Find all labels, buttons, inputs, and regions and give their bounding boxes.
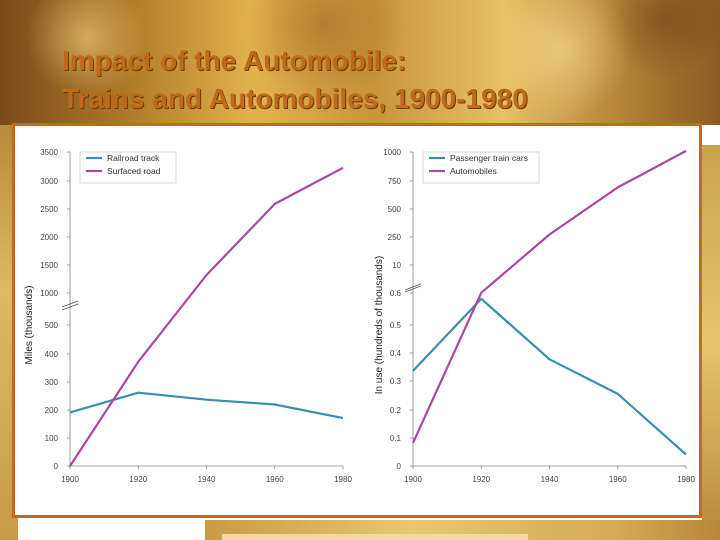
chart1-legend-label: Railroad track	[107, 153, 160, 163]
chart2-legend-label: Automobiles	[450, 166, 497, 176]
chart2-axis-break-mark	[404, 283, 422, 291]
chart1-series-auto-line	[69, 166, 344, 467]
bottom-bar	[222, 534, 528, 540]
chart1-ytick-label: 3500	[40, 148, 58, 157]
chart1-ytick-label: 2500	[40, 205, 58, 214]
chart-panel	[12, 123, 702, 518]
chart1-axis-break-mark	[61, 303, 79, 311]
chart2-xtick-label: 1960	[609, 475, 627, 484]
chart2-xtick-label: 1920	[472, 475, 490, 484]
chart1-ytick-label: 500	[45, 321, 59, 330]
chart1-ytick-label: 0	[54, 462, 59, 471]
chart2-ytick-label: 0.5	[390, 321, 402, 330]
chart1-ytick-label: 400	[45, 350, 59, 359]
chart2-series-auto-line	[411, 149, 687, 444]
chart1-legend-label: Surfaced road	[107, 166, 161, 176]
chart2-ytick-label: 0.1	[390, 434, 402, 443]
slide-title: Impact of the Automobile: Trains and Aut…	[62, 42, 528, 118]
chart2-ytick-label: 0	[397, 462, 402, 471]
chart2-ylabel: In use (hundreds of thousands)	[374, 256, 385, 394]
chart2-ytick-label: 0.4	[390, 349, 402, 358]
chart1-ytick-label: 200	[45, 406, 59, 415]
chart1-xtick-label: 1920	[129, 475, 147, 484]
chart1-ytick-label: 3000	[40, 177, 58, 186]
header-banner	[0, 0, 720, 125]
chart1-xtick-label: 1940	[198, 475, 216, 484]
chart1-xtick-label: 1900	[61, 475, 79, 484]
chart1-series-rail-line	[69, 391, 344, 420]
chart1-ytick-label: 1500	[40, 261, 58, 270]
chart2-ytick-label: 500	[388, 205, 402, 214]
chart2-axis-break-mark	[404, 285, 422, 293]
chart2-ytick-label: 1000	[383, 148, 401, 157]
chart2-ytick-label: 250	[388, 233, 402, 242]
chart2-ytick-label: 0.2	[390, 406, 402, 415]
chart2-ytick-label: 750	[388, 177, 402, 186]
chart1-ytick-label: 100	[45, 434, 59, 443]
title-line-2: Trains and Automobiles, 1900-1980	[62, 83, 528, 114]
chart1-ylabel: Miles (thousands)	[24, 286, 35, 365]
chart1-ytick-label: 300	[45, 378, 59, 387]
chart1-ytick-label: 2000	[40, 233, 58, 242]
chart2-ytick-label: 0.3	[390, 377, 402, 386]
chart2-series-rail-line	[412, 297, 687, 456]
chart2-legend-label: Passenger train cars	[450, 153, 528, 163]
chart2-ytick-label: 0.6	[390, 289, 402, 298]
chart2-xtick-label: 1900	[404, 475, 422, 484]
chart2-xtick-label: 1940	[541, 475, 559, 484]
chart1-xtick-label: 1960	[266, 475, 284, 484]
chart2-ytick-label: 10	[392, 261, 401, 270]
title-line-1: Impact of the Automobile:	[62, 45, 407, 76]
right-decoration	[702, 145, 720, 540]
chart2-xtick-label: 1980	[677, 475, 695, 484]
chart1-axis-break-mark	[61, 300, 79, 308]
chart1-ytick-label: 1000	[40, 289, 58, 298]
chart1-xtick-label: 1980	[334, 475, 352, 484]
